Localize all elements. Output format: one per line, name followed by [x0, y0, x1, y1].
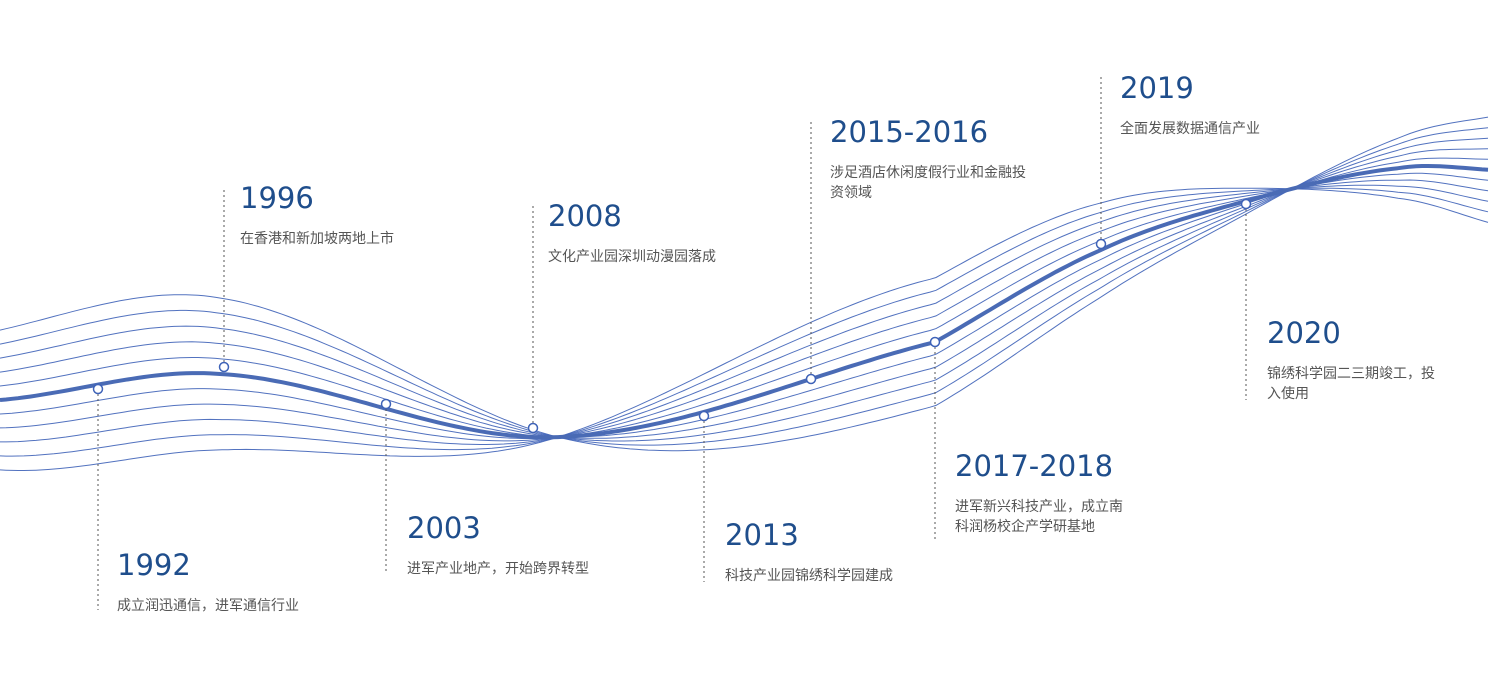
event-text: 科润杨校企产学研基地: [955, 518, 1095, 535]
event-text: 文化产业园深圳动漫园落成: [548, 249, 716, 265]
event-text: 成立润迅通信，进军通信行业: [117, 598, 299, 614]
waves: [0, 116, 1489, 471]
dot: [527, 422, 539, 434]
event-text: 涉足酒店休闲度假行业和金融投: [830, 165, 1026, 181]
dot: [1240, 198, 1252, 210]
event-year: 1996: [240, 181, 314, 215]
wave-line: [0, 148, 1489, 439]
event-year: 2017-2018: [955, 449, 1113, 483]
main-wave: [0, 164, 1489, 440]
wave-line: [0, 157, 1489, 438]
event-year: 2013: [725, 518, 799, 552]
wave-line: [0, 127, 1489, 446]
wave-line: [0, 116, 1489, 452]
dot: [698, 410, 710, 422]
wave-line: [0, 165, 1489, 438]
event-text: 全面发展数据通信产业: [1120, 120, 1260, 137]
event-text: 科技产业园锦绣科学园建成: [725, 567, 893, 584]
event-text: 在香港和新加坡两地上市: [240, 230, 394, 247]
dot: [380, 398, 392, 410]
event-year: 2015-2016: [830, 115, 988, 149]
wave-line: [0, 187, 1489, 471]
dot: [805, 373, 817, 385]
event-year: 1992: [117, 548, 191, 582]
wave-line: [0, 184, 1489, 445]
dot: [929, 336, 941, 348]
event-year: 2019: [1120, 71, 1194, 105]
events: 1992 成立润迅通信，进军通信行业 1996 在香港和新加坡两地上市 2003 进军产业…: [92, 71, 1435, 614]
event-text: 锦绣科学园二三期竣工，投: [1267, 365, 1435, 382]
wave-line: [0, 187, 1489, 457]
dot: [1095, 238, 1107, 250]
event-text: 入使用: [1267, 385, 1309, 402]
event-text: 进军新兴科技产业，成立南: [955, 499, 1123, 515]
wave-line: [0, 137, 1489, 442]
wave-line: [0, 172, 1489, 439]
event-year: 2020: [1267, 316, 1341, 350]
dot: [218, 361, 230, 373]
event-year: 2003: [407, 511, 481, 545]
event-year: 2008: [548, 199, 622, 233]
event-text: 资领域: [830, 185, 872, 201]
event-text: 进军产业地产，开始跨界转型: [407, 561, 589, 577]
dot: [92, 383, 104, 395]
wave-line: [0, 179, 1489, 442]
